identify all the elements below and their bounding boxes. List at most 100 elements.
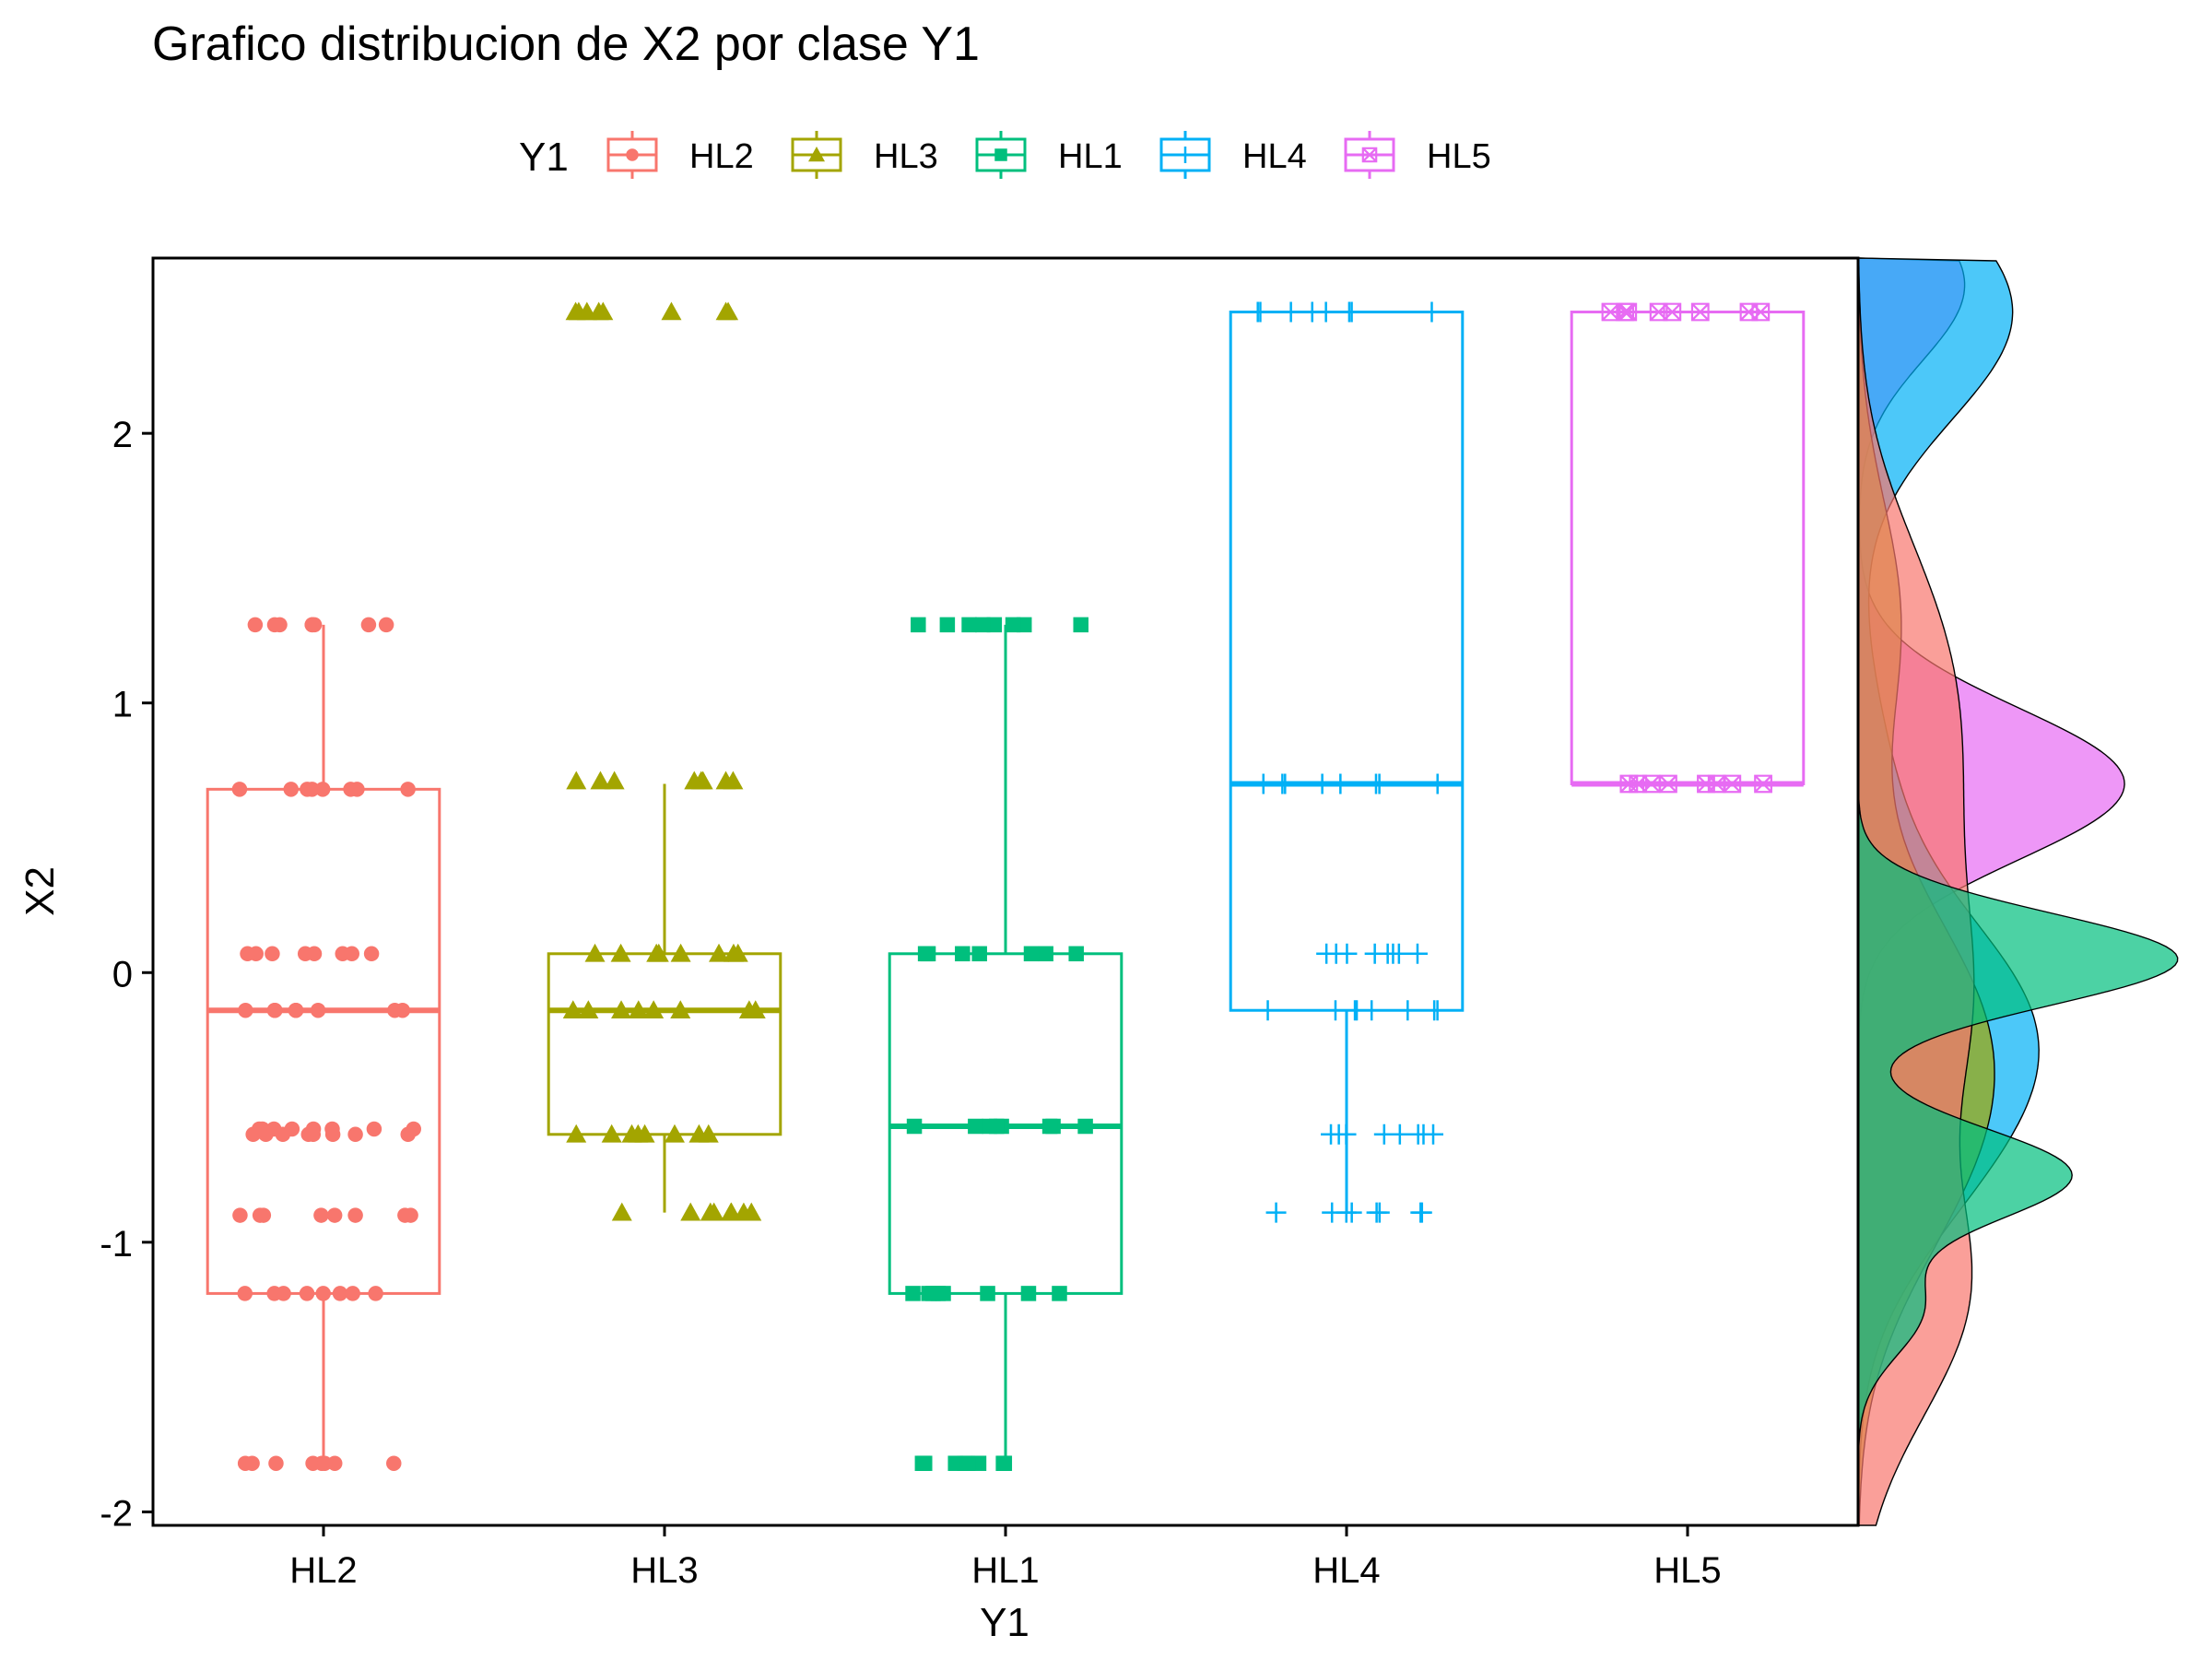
- data-point: [1338, 301, 1359, 323]
- data-point: [1690, 302, 1710, 322]
- box-hl2: [206, 617, 441, 1471]
- data-point: [727, 943, 748, 962]
- x-tick-label: HL4: [1312, 1550, 1380, 1591]
- data-point: [975, 617, 991, 633]
- data-point: [566, 771, 587, 790]
- data-point: [959, 1455, 976, 1471]
- data-point: [1023, 946, 1040, 962]
- data-point: [266, 1002, 283, 1018]
- data-point: [268, 1455, 284, 1471]
- data-point: [1751, 302, 1771, 322]
- legend-entries: HL2 HL3 HL1 HL4 HL5: [606, 131, 1491, 179]
- data-point: [255, 1207, 272, 1223]
- legend-entry-hl2: HL2: [606, 131, 754, 179]
- data-point: [968, 1118, 983, 1135]
- data-point: [1068, 946, 1084, 962]
- jitter-points-hl4: [1247, 301, 1448, 1223]
- data-point: [237, 1455, 253, 1471]
- data-point: [238, 1002, 253, 1018]
- data-point: [1325, 943, 1347, 964]
- data-point: [347, 1207, 363, 1223]
- data-point: [332, 1286, 348, 1301]
- legend-key-marker: [626, 148, 639, 161]
- data-point: [1413, 1124, 1434, 1145]
- box-hl4: [1229, 301, 1465, 1223]
- data-point: [1077, 1118, 1093, 1135]
- data-point: [304, 617, 321, 633]
- data-point: [231, 782, 248, 797]
- data-point: [314, 782, 331, 797]
- data-point: [1005, 617, 1021, 633]
- legend-key-marker: [994, 148, 1007, 161]
- data-point: [980, 1286, 995, 1301]
- data-point: [266, 617, 283, 633]
- data-point: [345, 1286, 360, 1301]
- data-point: [240, 946, 255, 962]
- legend-key-marker: [1177, 147, 1194, 163]
- data-point: [906, 1118, 923, 1135]
- data-point: [1411, 1202, 1432, 1223]
- legend-entry-hl4: HL4: [1159, 131, 1307, 179]
- data-point: [939, 617, 956, 633]
- data-point: [265, 946, 280, 962]
- data-point: [1041, 1118, 1058, 1135]
- data-point: [1253, 773, 1274, 794]
- data-point: [265, 1121, 282, 1137]
- data-point: [400, 782, 416, 797]
- data-point: [1020, 1286, 1037, 1301]
- legend-entry-label: HL4: [1242, 137, 1307, 176]
- data-point: [237, 1286, 253, 1301]
- data-point: [604, 771, 625, 790]
- data-point: [360, 617, 377, 633]
- data-point: [1421, 301, 1442, 323]
- data-point: [961, 617, 977, 633]
- data-point: [343, 782, 359, 797]
- data-point: [1427, 773, 1448, 794]
- jitter-points-hl2: [231, 617, 421, 1471]
- x-axis-label: Y1: [980, 1600, 1030, 1645]
- data-point: [363, 946, 380, 962]
- y-tick-label: 2: [112, 415, 133, 455]
- data-point: [1250, 301, 1271, 323]
- jitter-points-hl3: [562, 301, 766, 1221]
- jitter-points-hl1: [905, 617, 1093, 1471]
- data-point: [680, 1202, 701, 1221]
- data-point: [670, 1000, 691, 1019]
- data-point: [252, 1121, 267, 1137]
- data-point: [406, 1121, 421, 1137]
- marginal-density: [1857, 257, 2179, 1526]
- data-point: [634, 1124, 655, 1143]
- data-point: [347, 1126, 363, 1143]
- data-point: [1369, 1202, 1390, 1223]
- data-point: [566, 1124, 587, 1143]
- x-tick-label: HL1: [971, 1550, 1039, 1591]
- data-point: [1315, 301, 1336, 323]
- data-point: [1406, 943, 1428, 964]
- x-tick-label: HL3: [630, 1550, 698, 1591]
- data-point: [366, 1121, 382, 1137]
- x-axis: HL2 HL3 HL1 HL4 HL5: [153, 1524, 1858, 1591]
- data-point: [986, 617, 1003, 633]
- data-point: [578, 1000, 599, 1019]
- data-point: [304, 782, 320, 797]
- x-tick-label: HL2: [289, 1550, 357, 1591]
- data-point: [700, 1202, 721, 1221]
- data-point: [947, 1455, 963, 1471]
- data-point: [1389, 1124, 1410, 1145]
- data-point: [387, 1002, 403, 1018]
- data-point: [1038, 946, 1053, 962]
- data-point: [1663, 302, 1682, 322]
- data-point: [565, 301, 586, 321]
- data-point: [315, 1286, 331, 1301]
- data-point: [1052, 1286, 1067, 1301]
- data-point: [709, 943, 730, 962]
- data-point: [925, 1286, 941, 1301]
- data-point: [905, 1286, 921, 1301]
- chart-title: Grafico distribucion de X2 por clase Y1: [152, 18, 980, 71]
- legend-entry-hl3: HL3: [791, 131, 938, 179]
- y-tick-label: 0: [112, 954, 133, 994]
- y-tick-label: -2: [100, 1493, 133, 1534]
- data-point: [911, 617, 926, 633]
- data-point: [1073, 617, 1088, 633]
- y-axis-label: X2: [18, 866, 63, 916]
